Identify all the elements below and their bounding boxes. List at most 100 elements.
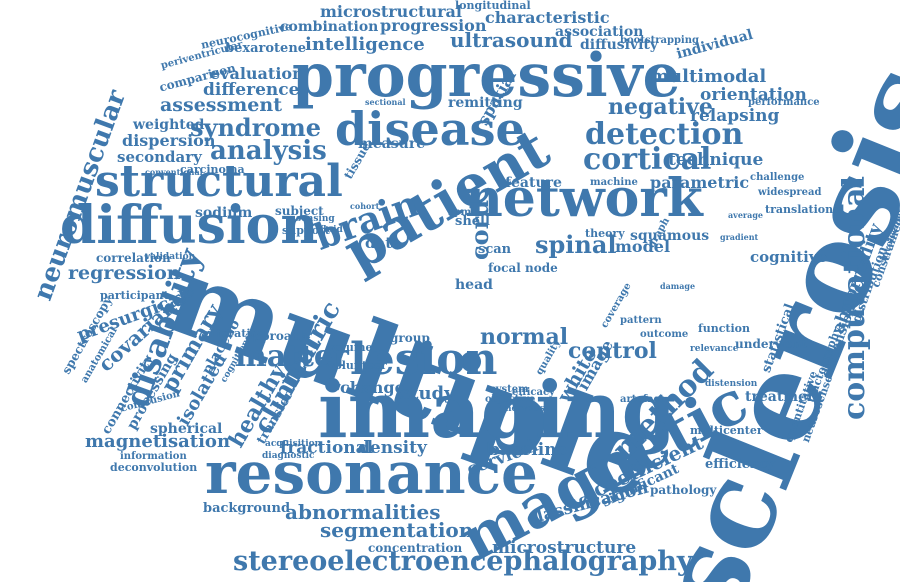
word-alteration: alteration (205, 327, 266, 340)
word-function: function (698, 322, 751, 335)
word-squamous: squamous (630, 228, 710, 244)
word-association: association (555, 24, 644, 40)
word-damage: damage (660, 281, 696, 291)
word-gradient: gradient (720, 232, 759, 242)
word-matter: matter (235, 339, 349, 374)
word-spinal: spinal (535, 230, 617, 259)
word-cortical: cortical (583, 142, 712, 177)
word-scan: scan (478, 242, 512, 257)
word-widespread: widespread (758, 187, 822, 198)
word-relevance: relevance (690, 344, 739, 354)
word-efficacy: efficacy (512, 387, 555, 398)
word-translational: translational (765, 203, 845, 216)
word-cohort: cohort (350, 201, 380, 211)
word-syndrome: syndrome (190, 113, 322, 142)
word-carcinoma: carcinoma (180, 163, 245, 176)
word-pattern: pattern (620, 315, 662, 326)
word-spms: spms (448, 207, 477, 218)
word-technique: technique (668, 150, 764, 170)
word-study: study (400, 383, 455, 404)
word-correlation: correlation (96, 251, 171, 265)
word-background: background (203, 501, 291, 516)
word-evaluation: evaluation (210, 64, 304, 83)
word-participant: participant (100, 289, 169, 302)
word-weighted: weighted (133, 117, 205, 133)
word-dispersion: dispersion (122, 131, 216, 150)
word-underwent: underwent (735, 337, 808, 351)
word-performance: performance (748, 97, 820, 108)
word-head: head (455, 277, 493, 293)
word-characteristic: characteristic (485, 8, 610, 27)
word-orientation: orientation (700, 85, 807, 105)
word-artefact: artefact (620, 394, 665, 405)
word-spherical: spherical (150, 421, 223, 437)
word-parametric: parametric (650, 173, 750, 192)
word-sectional: sectional (365, 97, 406, 107)
word-nervous: nervous (505, 404, 545, 414)
word-normal: normal (480, 324, 569, 350)
word-model: model (615, 237, 671, 256)
word-microstructure: microstructure (492, 538, 637, 558)
word-objective: objective (485, 394, 536, 405)
word-diagnostic: diagnostic (262, 451, 315, 461)
word-intelligence: intelligence (305, 34, 425, 55)
word-baseline: baseline (488, 440, 568, 460)
word-sodium: sodium (195, 205, 253, 221)
word-average: average (728, 210, 764, 220)
word-control: control (568, 338, 657, 364)
word-validation: validation (145, 252, 196, 262)
word-outcome: outcome (640, 329, 689, 340)
word-pathology: pathology (650, 483, 717, 497)
word-fluid: fluid (320, 225, 343, 235)
word-resonance: resonance (205, 439, 538, 507)
word-acquisition: acquisition (265, 439, 322, 449)
word-conventional: conventional (145, 167, 203, 177)
word-system: system (490, 384, 529, 395)
word-diffusion: diffusion (60, 195, 319, 256)
word-deconvolution: deconvolution (110, 461, 198, 474)
word-network: network (465, 168, 703, 229)
word-density: density (358, 438, 427, 458)
word-data: data (365, 234, 402, 252)
word-disease: disease (335, 102, 525, 156)
word-structural: structural (95, 156, 343, 207)
word-multimodal: multimodal (650, 66, 767, 87)
word-approach: approach (245, 329, 308, 343)
word-theory: theory (585, 227, 625, 240)
word-progressive: progressive (292, 41, 681, 111)
word-focal-node: focal node (488, 261, 558, 275)
word-abnormalities: abnormalities (285, 500, 441, 524)
word-negative: negative (608, 94, 713, 120)
word-stereoelectroencephalography: stereoelectroencephalography (233, 546, 693, 577)
word-segmentation: segmentation (320, 518, 474, 542)
word-magnetisation: magnetisation (85, 431, 231, 452)
word-progression: progression (380, 16, 487, 35)
word-relapsing: relapsing (690, 106, 780, 126)
word-diffusivity: diffusivity (580, 37, 659, 53)
word-lesion: lesion (350, 334, 498, 385)
word-subject: subject (275, 204, 324, 218)
word-analysis: analysis (210, 136, 327, 166)
word-combination: combination (280, 19, 379, 35)
word-sensing: sensing (296, 214, 335, 224)
word-feature: feature (505, 175, 562, 191)
word-concentration: concentration (368, 541, 463, 555)
word-remitting: remitting (448, 95, 523, 111)
word-efficiency: efficiency (705, 457, 775, 472)
word-treatment: treatment (745, 389, 824, 405)
word-measure: measure (358, 136, 426, 152)
word-bootstrapping: bootstrapping (620, 35, 699, 46)
word-ultrasound: ultrasound (450, 28, 573, 52)
word-information: information (120, 451, 187, 462)
word-cognitive: cognitive (750, 248, 828, 266)
word-secondary: secondary (117, 148, 202, 166)
word-multicenter: multicenter (690, 424, 763, 437)
word-assessment: assessment (160, 94, 282, 116)
word-detection: detection (585, 117, 744, 152)
word-change: change (340, 378, 405, 397)
word-volunteer: volunteer (328, 359, 387, 372)
word-distension: distension (705, 379, 758, 389)
word-bexarotene: bexarotene (225, 41, 307, 56)
word-volume: volume (328, 341, 373, 354)
